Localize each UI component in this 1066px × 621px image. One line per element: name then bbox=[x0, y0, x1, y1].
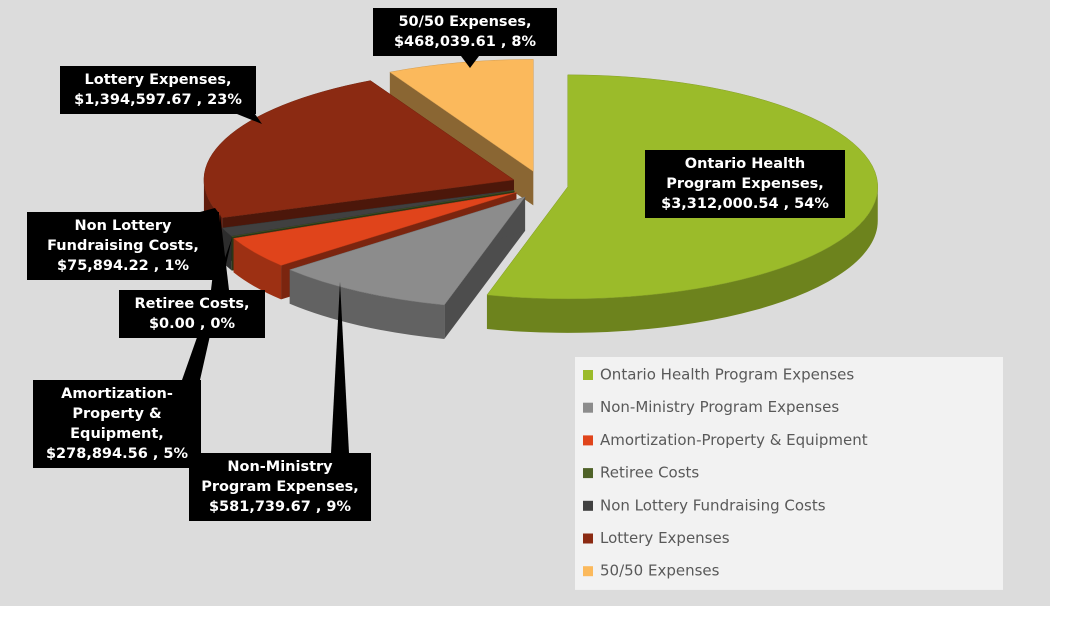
data-labels: Ontario Health Program Expenses, $3,312,00… bbox=[27, 8, 845, 521]
data-label: $468,039.61 , 8% bbox=[394, 34, 537, 50]
label-box bbox=[60, 66, 256, 114]
label-pointer bbox=[461, 56, 479, 68]
slice-wall bbox=[486, 186, 878, 333]
label-box bbox=[27, 212, 219, 280]
legend-label: 50/50 Expenses bbox=[600, 562, 720, 580]
slice bbox=[233, 192, 517, 266]
data-label: Program Expenses, bbox=[201, 479, 359, 495]
label-box bbox=[33, 380, 201, 468]
label-box bbox=[373, 8, 557, 56]
data-label: $3,312,000.54 , 54% bbox=[661, 196, 829, 212]
legend-label: Non-Ministry Program Expenses bbox=[600, 398, 839, 416]
data-label: Lottery Expenses, bbox=[85, 72, 232, 88]
slice-wall bbox=[289, 269, 445, 339]
legend-label: Retiree Costs bbox=[600, 464, 699, 482]
data-label: $581,739.67 , 9% bbox=[209, 499, 352, 515]
data-label: Fundraising Costs, bbox=[47, 238, 199, 254]
legend-label: Non Lottery Fundraising Costs bbox=[600, 496, 826, 514]
data-label: $0.00 , 0% bbox=[149, 316, 236, 332]
data-label: Program Expenses, bbox=[666, 176, 824, 192]
legend-swatch bbox=[583, 370, 593, 380]
legend-label: Amortization-Property & Equipment bbox=[600, 431, 868, 449]
data-label: Property & bbox=[72, 406, 162, 422]
legend-label: Ontario Health Program Expenses bbox=[600, 366, 854, 384]
legend-label: Lottery Expenses bbox=[600, 529, 730, 547]
slice bbox=[203, 80, 515, 218]
data-label: $1,394,597.67 , 23% bbox=[74, 92, 242, 108]
legend-swatch bbox=[583, 500, 593, 511]
data-label: Non Lottery bbox=[75, 218, 173, 234]
slice bbox=[221, 189, 515, 237]
legend-box bbox=[575, 357, 1003, 590]
slice bbox=[289, 196, 526, 306]
label-box bbox=[645, 150, 845, 218]
label-pointer bbox=[331, 282, 349, 453]
data-label: $278,894.56 , 5% bbox=[46, 446, 189, 462]
label-box bbox=[119, 290, 265, 338]
legend-swatch bbox=[583, 566, 593, 577]
legend-swatch bbox=[583, 468, 593, 479]
data-label: $75,894.22 , 1% bbox=[57, 258, 189, 274]
slice bbox=[389, 59, 534, 172]
legend-swatch bbox=[583, 402, 593, 413]
data-label: Retiree Costs, bbox=[134, 296, 249, 312]
legend-swatch bbox=[583, 435, 593, 446]
label-pointer bbox=[200, 208, 218, 212]
legend-swatch bbox=[583, 533, 593, 544]
data-label: Equipment, bbox=[70, 426, 164, 442]
data-label: Amortization- bbox=[61, 386, 173, 402]
label-pointer bbox=[237, 114, 262, 124]
data-label: 50/50 Expenses, bbox=[398, 14, 531, 30]
legend: Ontario Health Program Expenses Non-Minis… bbox=[575, 357, 1003, 590]
data-label: Ontario Health bbox=[685, 156, 805, 172]
data-label: Non-Ministry bbox=[227, 459, 333, 475]
label-box bbox=[189, 453, 371, 521]
slice-wall bbox=[233, 238, 282, 300]
slice bbox=[231, 190, 515, 237]
